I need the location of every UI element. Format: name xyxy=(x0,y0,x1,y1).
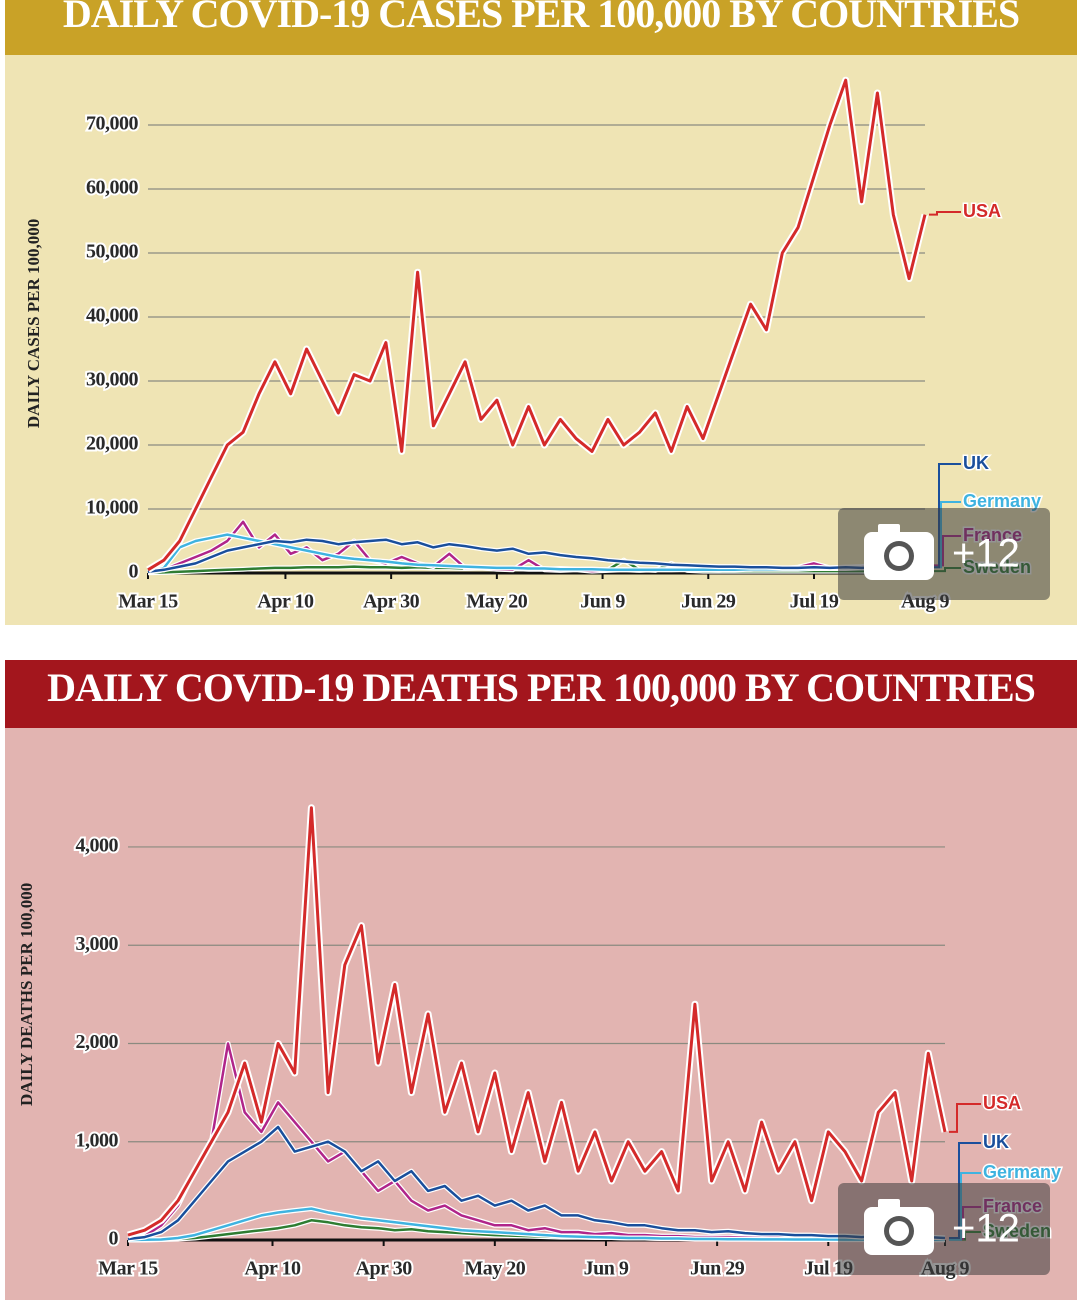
y-tick-label: 0 xyxy=(129,561,139,583)
camera-top xyxy=(878,1199,900,1209)
y-tick-label: 10,000 xyxy=(86,497,139,519)
series-line xyxy=(127,806,947,1237)
x-tick-label: Apr 30 xyxy=(356,1258,413,1280)
badge-count: +12 xyxy=(952,1207,1020,1251)
y-tick-label: 40,000 xyxy=(86,305,139,327)
y-tick-label: 2,000 xyxy=(76,1031,119,1053)
camera-top xyxy=(878,524,900,534)
legend-label: Germany xyxy=(983,1162,1061,1182)
y-tick-label: 30,000 xyxy=(86,369,139,391)
badge-count: +12 xyxy=(952,532,1020,576)
header-bar xyxy=(5,0,1077,55)
legend-connector xyxy=(929,211,961,216)
camera-lens-inner xyxy=(889,1221,909,1241)
legend-label: USA xyxy=(963,201,1001,221)
x-tick-label: Jun 29 xyxy=(690,1258,745,1280)
series-line xyxy=(127,1207,945,1242)
x-tick-label: May 20 xyxy=(466,591,527,613)
y-tick-label: 20,000 xyxy=(86,433,139,455)
x-tick-label: Jun 29 xyxy=(681,591,736,613)
series-line xyxy=(147,538,926,573)
y-tick-label: 0 xyxy=(109,1228,119,1250)
legend-label: USA xyxy=(983,1093,1021,1113)
legend-label: Germany xyxy=(963,491,1041,511)
x-tick-label: Jul 19 xyxy=(790,591,839,613)
chart-title: DAILY COVID-19 CASES PER 100,000 BY COUN… xyxy=(63,0,1019,36)
x-tick-label: Apr 10 xyxy=(257,591,314,613)
y-axis-title: DAILY DEATHS PER 100,000 xyxy=(17,883,36,1106)
header-bar xyxy=(5,660,1077,728)
legend-connector xyxy=(949,1103,981,1133)
x-tick-label: Apr 10 xyxy=(244,1258,301,1280)
x-tick-label: Apr 30 xyxy=(363,591,420,613)
legend-label: UK xyxy=(963,453,989,473)
y-tick-label: 60,000 xyxy=(86,177,139,199)
photo-badge[interactable]: +12 xyxy=(838,508,1050,600)
x-tick-label: Mar 15 xyxy=(98,1258,158,1280)
x-tick-label: May 20 xyxy=(464,1258,525,1280)
x-tick-label: Mar 15 xyxy=(118,591,178,613)
y-axis-title: DAILY CASES PER 100,000 xyxy=(24,219,43,428)
chart-title: DAILY COVID-19 DEATHS PER 100,000 BY COU… xyxy=(47,665,1035,710)
camera-lens-inner xyxy=(889,546,909,566)
series-line xyxy=(147,78,927,572)
y-tick-label: 50,000 xyxy=(86,241,139,263)
photo-badge[interactable]: +12 xyxy=(838,1183,1050,1275)
y-tick-label: 3,000 xyxy=(76,933,119,955)
y-tick-label: 4,000 xyxy=(76,835,119,857)
legend-label: UK xyxy=(983,1132,1009,1152)
series-line xyxy=(127,1125,946,1241)
y-tick-label: 1,000 xyxy=(76,1129,119,1151)
x-tick-label: Jun 9 xyxy=(580,591,625,613)
x-tick-label: Jun 9 xyxy=(584,1258,629,1280)
y-tick-label: 70,000 xyxy=(86,113,139,135)
